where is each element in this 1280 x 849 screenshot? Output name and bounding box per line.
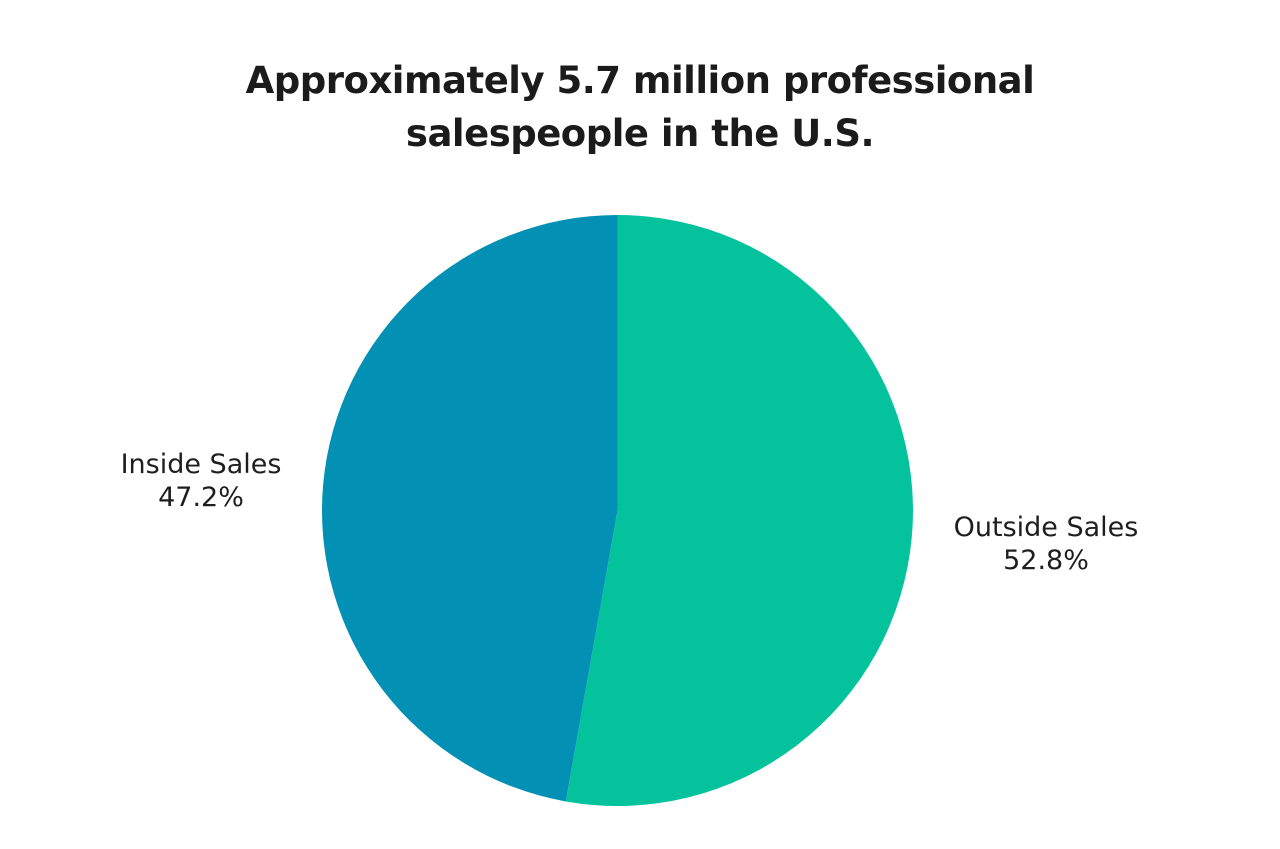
chart-title-line-1: Approximately 5.7 million professional [245,59,1035,102]
slice-percent: 47.2% [158,482,244,513]
chart-title-line-2: salespeople in the U.S. [405,111,875,155]
pie-slice-inside-sales [321,215,618,802]
slice-label-inside-sales: Inside Sales 47.2% [91,448,311,514]
slice-name: Outside Sales [953,512,1139,543]
pie-slice-outside-sales [565,215,913,806]
chart-title: Approximately 5.7 million professional s… [0,55,1280,160]
slice-name: Inside Sales [120,449,282,480]
slice-label-outside-sales: Outside Sales 52.8% [936,511,1156,577]
slice-percent: 52.8% [1003,545,1089,576]
